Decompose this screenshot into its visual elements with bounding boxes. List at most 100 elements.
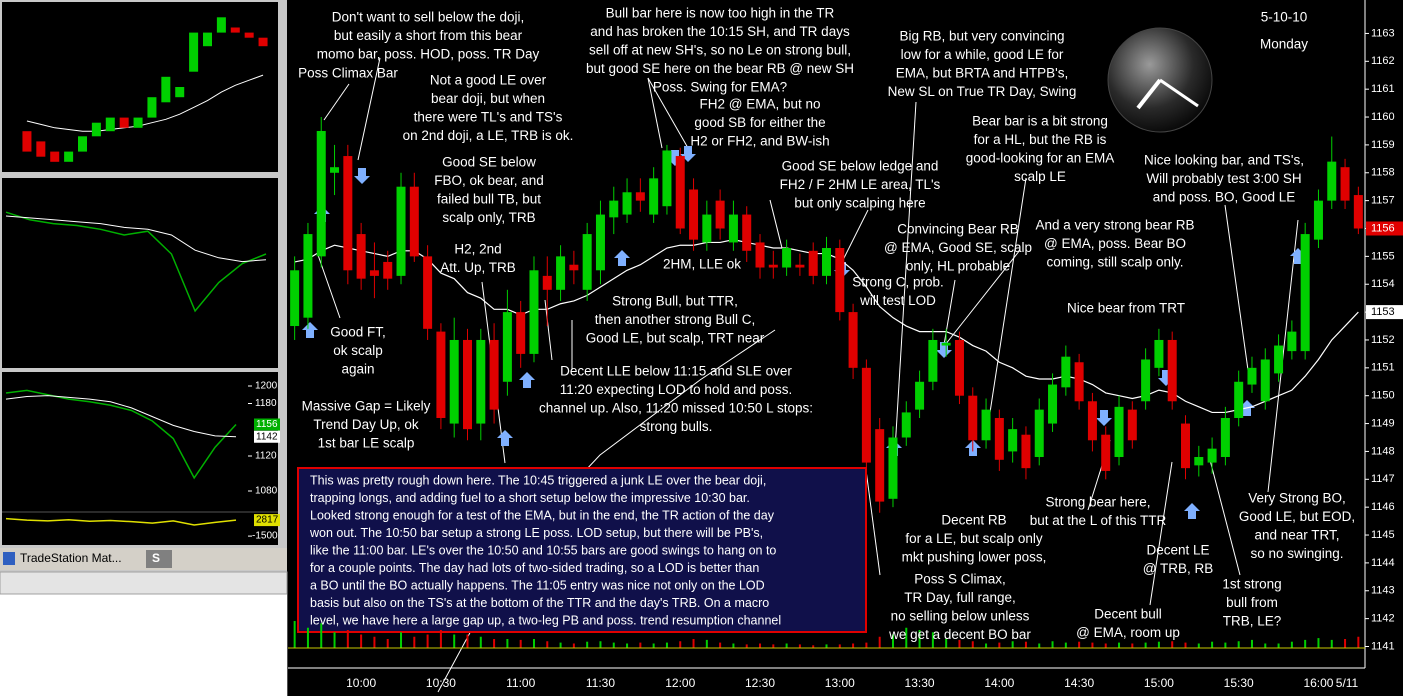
- x-tick-label: 16:00: [1303, 676, 1333, 690]
- candle-body: [133, 117, 143, 128]
- pointer: [986, 177, 1027, 433]
- volume-bar: [705, 639, 708, 648]
- volume-bar: [639, 642, 642, 648]
- annotation: @ EMA, poss. Bear BO: [1044, 236, 1186, 251]
- candle-body: [303, 234, 313, 318]
- candle-body: [244, 32, 254, 38]
- annotation: Att. Up, TRB: [440, 260, 516, 275]
- volume-bar: [732, 643, 735, 648]
- volume-bar: [1317, 638, 1320, 648]
- volume-bar: [373, 636, 376, 648]
- candle-body: [1061, 356, 1071, 388]
- y-tick-label: 1146: [1371, 501, 1395, 513]
- commentary-line: level, we have here a large gap up, a tw…: [310, 613, 781, 627]
- annotation: Don't want to sell below the doji,: [332, 10, 524, 25]
- volume-bar: [971, 641, 974, 648]
- volume-bar: [665, 642, 668, 648]
- candle-body: [582, 234, 592, 290]
- symbol-button[interactable]: [146, 550, 172, 568]
- volume-bar: [453, 634, 456, 648]
- x-tick-label: 15:30: [1224, 676, 1254, 690]
- y-tick-label: 1159: [1371, 139, 1395, 151]
- annotation: Nice bear from TRT: [1067, 301, 1185, 316]
- volume-bar: [1051, 641, 1054, 648]
- candle-body: [119, 117, 129, 128]
- candle-body: [768, 264, 778, 268]
- candle-body: [91, 122, 101, 137]
- volume-bar: [532, 639, 535, 648]
- annotation: @ TRB, RB: [1143, 561, 1213, 576]
- candle-body: [928, 339, 938, 382]
- annotation: Good LE, but scalp, TRT near: [586, 331, 765, 346]
- candle-body: [662, 150, 672, 207]
- matrix-titlebar: [0, 548, 287, 570]
- volume-bar: [692, 639, 695, 648]
- candle-body: [316, 130, 326, 257]
- annotation: Strong Bull, but TTR,: [612, 294, 738, 309]
- volume-bar: [958, 639, 961, 648]
- annotation: FH2 @ EMA, but no: [700, 97, 821, 112]
- mini-chart-2-bg: [2, 178, 278, 368]
- candle-body: [1074, 362, 1084, 402]
- commentary-line: like the 11:00 bar. LE's over the 10:50 …: [310, 543, 776, 557]
- volume-bar: [719, 642, 722, 648]
- candle-body: [216, 17, 226, 33]
- volume-bar: [1171, 641, 1174, 648]
- last-value-label: 1142: [256, 431, 278, 442]
- candle-body: [1287, 331, 1297, 352]
- annotation: failed bull TB, but: [437, 192, 541, 207]
- annotation: Monday: [1260, 37, 1308, 52]
- pointer: [944, 249, 1021, 346]
- candle-body: [449, 339, 459, 424]
- annotation: Good SE below: [442, 155, 536, 170]
- dynamic-layer: 10:00 10:30 11:00 11:30 12:00 12:30 13:00 13:30…: [0, 6, 1403, 696]
- volume-bar: [1184, 642, 1187, 648]
- volume-bar: [825, 644, 828, 648]
- candle-body: [782, 248, 792, 268]
- candle-body: [1207, 448, 1217, 463]
- volume-bar: [985, 643, 988, 648]
- candle-body: [542, 275, 552, 290]
- candle-body: [489, 339, 499, 410]
- candle-body: [901, 412, 911, 438]
- volume-bar: [1038, 643, 1041, 648]
- volume-bar: [1118, 642, 1121, 648]
- annotation: ok scalp: [333, 343, 383, 358]
- annotation: Decent bull: [1094, 607, 1162, 622]
- candle-body: [649, 178, 659, 215]
- candle-body: [396, 186, 406, 276]
- annotation: Good SE below ledge and: [782, 159, 939, 174]
- volume-bar: [679, 641, 682, 648]
- candle-body: [848, 312, 858, 368]
- candle-body: [795, 264, 805, 268]
- volume-bar: [1264, 643, 1267, 648]
- volume-bar: [812, 645, 815, 648]
- annotation: Will probably test 3:00 SH: [1146, 171, 1301, 186]
- x-tick-label: 12:00: [665, 676, 695, 690]
- volume-bar: [1250, 639, 1253, 648]
- candle-body: [64, 151, 74, 162]
- annotation: good-looking for an EMA: [966, 151, 1115, 166]
- annotation: Bull bar here is now too high in the TR: [606, 6, 835, 21]
- candle-body: [595, 214, 605, 271]
- annotation: EMA, but BRTA and HTPB's,: [896, 66, 1068, 81]
- symbol-label[interactable]: S: [152, 551, 160, 565]
- annotation: again: [341, 362, 374, 377]
- annotation: Big RB, but very convincing: [899, 29, 1064, 44]
- pointer: [865, 469, 881, 576]
- volume-bar: [1330, 639, 1333, 648]
- volume-bar: [466, 634, 469, 648]
- volume-bar: [1357, 636, 1360, 648]
- candle-body: [1353, 195, 1363, 229]
- ema-price-box: [1366, 305, 1403, 320]
- volume-bar: [931, 632, 934, 648]
- annotation: on 2nd doji, a LE, TRB is ok.: [403, 128, 574, 143]
- y-tick-label: 1152: [1371, 334, 1395, 346]
- volume-bar: [479, 636, 482, 648]
- y-tick-label: 1120: [255, 451, 277, 462]
- volume-bar: [652, 643, 655, 648]
- annotation: FBO, ok bear, and: [434, 173, 544, 188]
- annotation: only, HL probable: [906, 259, 1010, 274]
- candle-body: [161, 76, 171, 103]
- candle-body: [1167, 339, 1177, 402]
